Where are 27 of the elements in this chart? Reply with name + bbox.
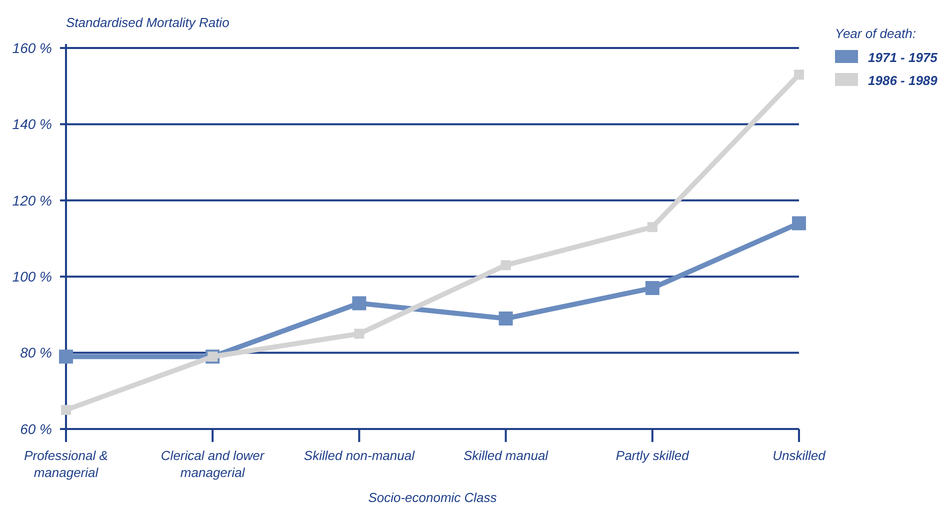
- point: [645, 281, 660, 296]
- legend-label: 1971 - 1975: [868, 50, 938, 65]
- y-axis-title: Standardised Mortality Ratio: [66, 15, 230, 30]
- x-tick-label: Skilled manual: [464, 448, 550, 463]
- point: [500, 260, 511, 270]
- legend-label: 1986 - 1989: [868, 73, 938, 88]
- y-tick-label: 60 %: [20, 420, 52, 437]
- x-tick-label: Professional & managerial: [24, 448, 108, 480]
- point: [354, 328, 364, 339]
- y-tick-label: 80 %: [20, 344, 52, 361]
- y-tick-label: 160 %: [12, 40, 52, 56]
- point: [352, 296, 366, 310]
- point: [792, 216, 806, 230]
- point: [498, 312, 513, 326]
- legend-title: Year of death:: [835, 26, 916, 41]
- x-axis-title: Socio-economic Class: [368, 490, 498, 505]
- y-tick-label: 100 %: [12, 268, 52, 284]
- x-tick-label: Skilled non-manual: [304, 448, 416, 463]
- point: [794, 70, 804, 80]
- y-tick-label: 120 %: [12, 192, 52, 208]
- x-tick-label: Clerical and lower managerial: [160, 448, 265, 480]
- point: [61, 404, 71, 415]
- x-tick-label: Unskilled: [772, 448, 826, 463]
- x-tick-label: Partly skilled: [616, 448, 690, 463]
- point: [647, 222, 658, 232]
- y-tick-label: 140 %: [12, 116, 52, 132]
- point: [59, 350, 73, 364]
